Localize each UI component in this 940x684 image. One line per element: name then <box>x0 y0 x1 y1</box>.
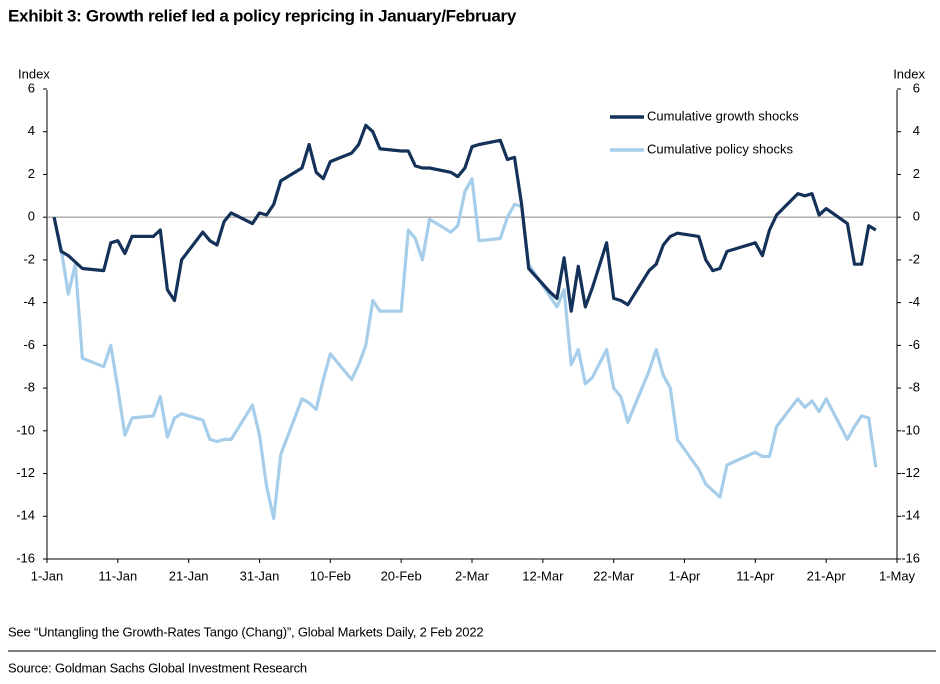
legend-label: Cumulative growth shocks <box>647 108 799 123</box>
y2-tick-label: -8 <box>908 380 920 395</box>
y-tick-label: -4 <box>23 294 35 309</box>
y2-tick-label: 2 <box>913 166 920 181</box>
x-tick-label: 1-May <box>879 568 916 583</box>
x-tick-label: 11-Apr <box>736 568 775 583</box>
y-tick-label: 6 <box>28 80 35 95</box>
y2-tick-label: -10 <box>901 422 920 437</box>
x-tick-label: 1-Apr <box>669 568 701 583</box>
x-tick-label: 10-Feb <box>310 568 351 583</box>
y2-tick-label: -2 <box>908 251 920 266</box>
y-axis-label: Index <box>18 66 50 81</box>
y-tick-label: -16 <box>16 550 35 565</box>
y-tick-label: -10 <box>16 422 35 437</box>
x-tick-label: 11-Jan <box>98 568 137 583</box>
note: See “Untangling the Growth-Rates Tango (… <box>8 624 483 639</box>
y2-tick-label: -6 <box>908 337 920 352</box>
y2-tick-label: 0 <box>913 209 920 224</box>
x-tick-label: 1-Jan <box>31 568 64 583</box>
y-tick-label: -12 <box>16 465 35 480</box>
x-tick-label: 22-Mar <box>593 568 635 583</box>
x-tick-label: 31-Jan <box>240 568 280 583</box>
series-line <box>52 123 877 313</box>
legend-label: Cumulative policy shocks <box>647 141 793 156</box>
y2-axis-label: Index <box>893 66 925 81</box>
source: Source: Goldman Sachs Global Investment … <box>8 660 307 675</box>
y-tick-label: -6 <box>23 337 35 352</box>
x-tick-label: 21-Apr <box>807 568 847 583</box>
y2-tick-label: -14 <box>901 508 920 523</box>
y2-tick-label: -4 <box>908 294 920 309</box>
x-tick-label: 20-Feb <box>381 568 422 583</box>
y-tick-label: 4 <box>28 123 35 138</box>
x-tick-label: 21-Jan <box>169 568 209 583</box>
y2-tick-label: -12 <box>901 465 920 480</box>
x-tick-label: 12-Mar <box>522 568 564 583</box>
y-tick-label: -8 <box>23 380 35 395</box>
y2-tick-label: -16 <box>901 550 920 565</box>
y2-tick-label: 4 <box>913 123 920 138</box>
x-tick-label: 2-Mar <box>455 568 490 583</box>
y2-tick-label: 6 <box>913 80 920 95</box>
y-tick-label: 0 <box>28 209 35 224</box>
chart-title: Exhibit 3: Growth relief led a policy re… <box>8 6 517 25</box>
y-tick-label: -2 <box>23 251 35 266</box>
y-tick-label: 2 <box>28 166 35 181</box>
series-line <box>52 177 878 520</box>
y-tick-label: -14 <box>16 508 35 523</box>
